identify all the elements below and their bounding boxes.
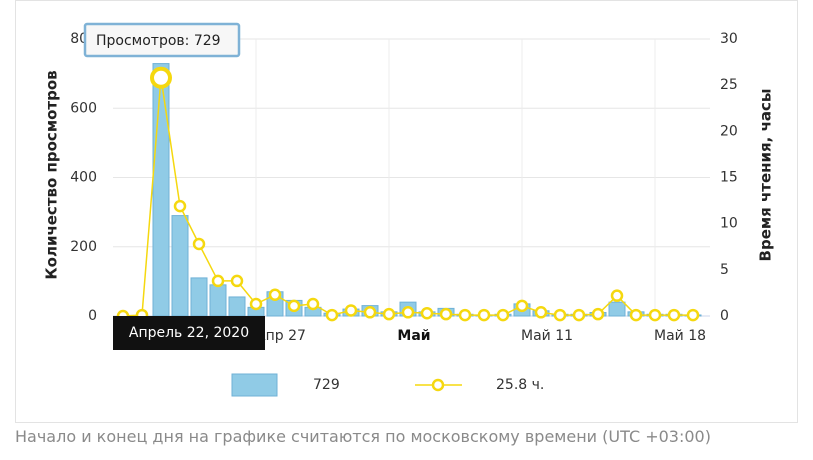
date-label: Апрель 22, 2020 [129, 325, 249, 341]
marker [192, 237, 206, 251]
y2-axis-title: Время чтения, часы [757, 89, 775, 262]
bar [152, 63, 170, 317]
marker [591, 307, 605, 321]
marker [515, 299, 529, 313]
marker [363, 306, 377, 319]
marker [667, 308, 681, 322]
marker [249, 297, 263, 311]
marker [325, 308, 339, 322]
marker [268, 288, 282, 302]
marker [211, 274, 225, 288]
marker [553, 308, 567, 322]
x-tick-label: Май [397, 328, 430, 344]
marker [648, 308, 662, 322]
y2-tick-label: 0 [720, 308, 729, 324]
marker [534, 306, 548, 319]
marker [686, 308, 700, 322]
bar [228, 296, 246, 317]
legend-swatch-bar [231, 373, 278, 397]
legend-swatch-marker [431, 378, 445, 392]
chart: Количество просмотров Время чтения, часы… [15, 0, 798, 423]
marker [420, 306, 434, 320]
panel [15, 0, 798, 423]
marker [572, 308, 586, 322]
x-tick-label: Апр 27 [256, 328, 306, 344]
tooltip-text: Просмотров: 729 [96, 33, 221, 49]
bar [171, 215, 189, 317]
footnote: Начало и конец дня на графике считаются … [15, 427, 711, 446]
y-axis-title: Количество просмотров [43, 70, 61, 279]
x-tick-label: Май 18 [654, 328, 706, 344]
bar [209, 284, 227, 317]
legend-label: 729 [313, 377, 340, 393]
marker [344, 304, 358, 317]
date-label-box [113, 316, 265, 350]
y2-tick-label: 10 [720, 216, 738, 232]
y-tick-label: 600 [70, 100, 97, 116]
y2-tick-label: 30 [720, 31, 738, 47]
bar [190, 277, 208, 317]
y-tick-label: 200 [70, 239, 97, 255]
marker [230, 274, 244, 288]
y-tick-label: 0 [88, 308, 97, 324]
legend-label: 25.8 ч. [496, 377, 544, 393]
marker [287, 299, 301, 313]
marker [439, 307, 453, 321]
marker [173, 199, 187, 213]
marker [496, 308, 510, 322]
marker [382, 307, 396, 321]
y2-tick-label: 25 [720, 77, 738, 93]
y2-tick-label: 20 [720, 123, 738, 139]
marker [629, 308, 643, 322]
marker [610, 289, 624, 302]
y2-tick-label: 15 [720, 170, 738, 186]
bar [608, 301, 626, 317]
tooltip-box [83, 22, 241, 58]
marker [401, 306, 415, 319]
marker [477, 308, 491, 322]
marker [150, 66, 172, 89]
x-tick-label: Май 11 [521, 328, 573, 344]
y-tick-label: 400 [70, 170, 97, 186]
y2-tick-label: 5 [720, 262, 729, 278]
marker [306, 297, 320, 311]
marker [458, 308, 472, 322]
